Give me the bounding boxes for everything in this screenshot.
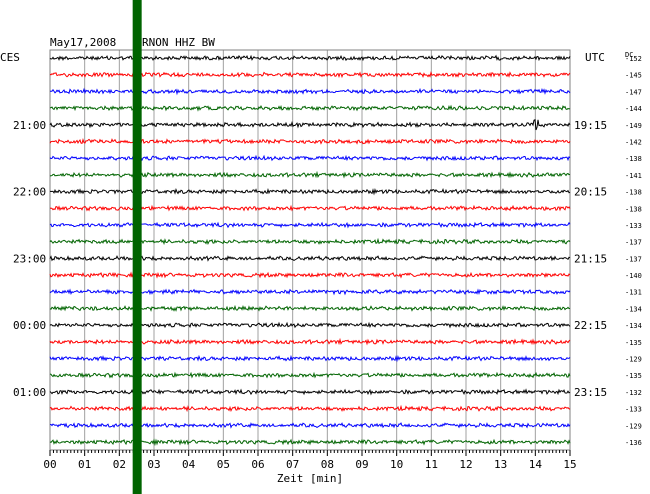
x-tick-label: 09 xyxy=(355,458,368,471)
dc-offset-label: -135 xyxy=(625,339,642,347)
x-tick-label: 05 xyxy=(217,458,230,471)
dc-offset-labels: -152 -145 -147 -144 -149 -142 -138 -141 -138 -138… xyxy=(625,55,642,447)
right-time-label: 22:15 xyxy=(574,319,607,332)
dc-offset-label: -136 xyxy=(625,439,642,447)
x-tick-label: 14 xyxy=(529,458,543,471)
x-tick-label: 10 xyxy=(390,458,403,471)
x-tick-label: 11 xyxy=(425,458,438,471)
right-time-label: 23:15 xyxy=(574,386,607,399)
dc-offset-label: -144 xyxy=(625,105,642,113)
dc-offset-label: -142 xyxy=(625,138,642,146)
right-time-label: 19:15 xyxy=(574,119,607,132)
dc-offset-label: -131 xyxy=(625,289,642,297)
dc-offset-label: -137 xyxy=(625,239,642,247)
left-time-label: 21:00 xyxy=(13,119,46,132)
time-marker xyxy=(132,0,142,494)
x-tick-label: 13 xyxy=(494,458,507,471)
x-tick-label: 00 xyxy=(43,458,56,471)
right-time-labels: 19:15 20:15 21:15 22:15 23:15 xyxy=(574,119,607,399)
left-time-label: 22:00 xyxy=(13,186,46,199)
dc-offset-label: -134 xyxy=(625,305,642,313)
dc-offset-label: -133 xyxy=(625,406,642,414)
left-time-labels: 21:00 22:00 23:00 00:00 01:00 xyxy=(13,119,46,399)
right-zone-label: UTC xyxy=(585,51,605,64)
left-zone-label: CES xyxy=(0,51,20,64)
x-axis: 00 01 02 03 04 05 06 07 08 09 10 11 12 13 14 15 xyxy=(43,450,577,471)
dc-offset-label: -133 xyxy=(625,222,642,230)
left-time-label: 23:00 xyxy=(13,252,46,265)
x-tick-label: 06 xyxy=(251,458,264,471)
x-axis-title: Zeit [min] xyxy=(277,472,343,485)
x-tick-label: 15 xyxy=(563,458,576,471)
dc-offset-label: -141 xyxy=(625,172,642,180)
x-tick-label: 08 xyxy=(321,458,334,471)
x-tick-label: 03 xyxy=(147,458,160,471)
x-tick-label: 02 xyxy=(113,458,126,471)
dc-offset-label: -138 xyxy=(625,205,642,213)
dc-offset-label: -134 xyxy=(625,322,642,330)
chart-station: RNON HHZ BW xyxy=(142,36,215,49)
dc-offset-label: -135 xyxy=(625,372,642,380)
dc-header-label: DC xyxy=(625,51,633,59)
time-marker-bar xyxy=(132,0,142,494)
left-time-label: 01:00 xyxy=(13,386,46,399)
dc-offset-label: -129 xyxy=(625,422,642,430)
x-tick-label: 12 xyxy=(459,458,472,471)
dc-offset-label: -129 xyxy=(625,356,642,364)
right-time-label: 20:15 xyxy=(574,186,607,199)
dc-offset-label: -138 xyxy=(625,155,642,163)
dc-offset-label: -140 xyxy=(625,272,642,280)
dc-offset-label: -147 xyxy=(625,88,642,96)
dc-offset-label: -138 xyxy=(625,189,642,197)
left-time-label: 00:00 xyxy=(13,319,46,332)
dc-offset-label: -152 xyxy=(625,55,642,63)
dc-offset-label: -132 xyxy=(625,389,642,397)
x-tick-label: 04 xyxy=(182,458,196,471)
chart-date: May17,2008 xyxy=(50,36,116,49)
x-tick-label: 01 xyxy=(78,458,91,471)
right-time-label: 21:15 xyxy=(574,252,607,265)
dc-offset-label: -145 xyxy=(625,72,642,80)
dc-offset-label: -137 xyxy=(625,255,642,263)
dc-offset-label: -149 xyxy=(625,122,642,130)
x-tick-label: 07 xyxy=(286,458,299,471)
